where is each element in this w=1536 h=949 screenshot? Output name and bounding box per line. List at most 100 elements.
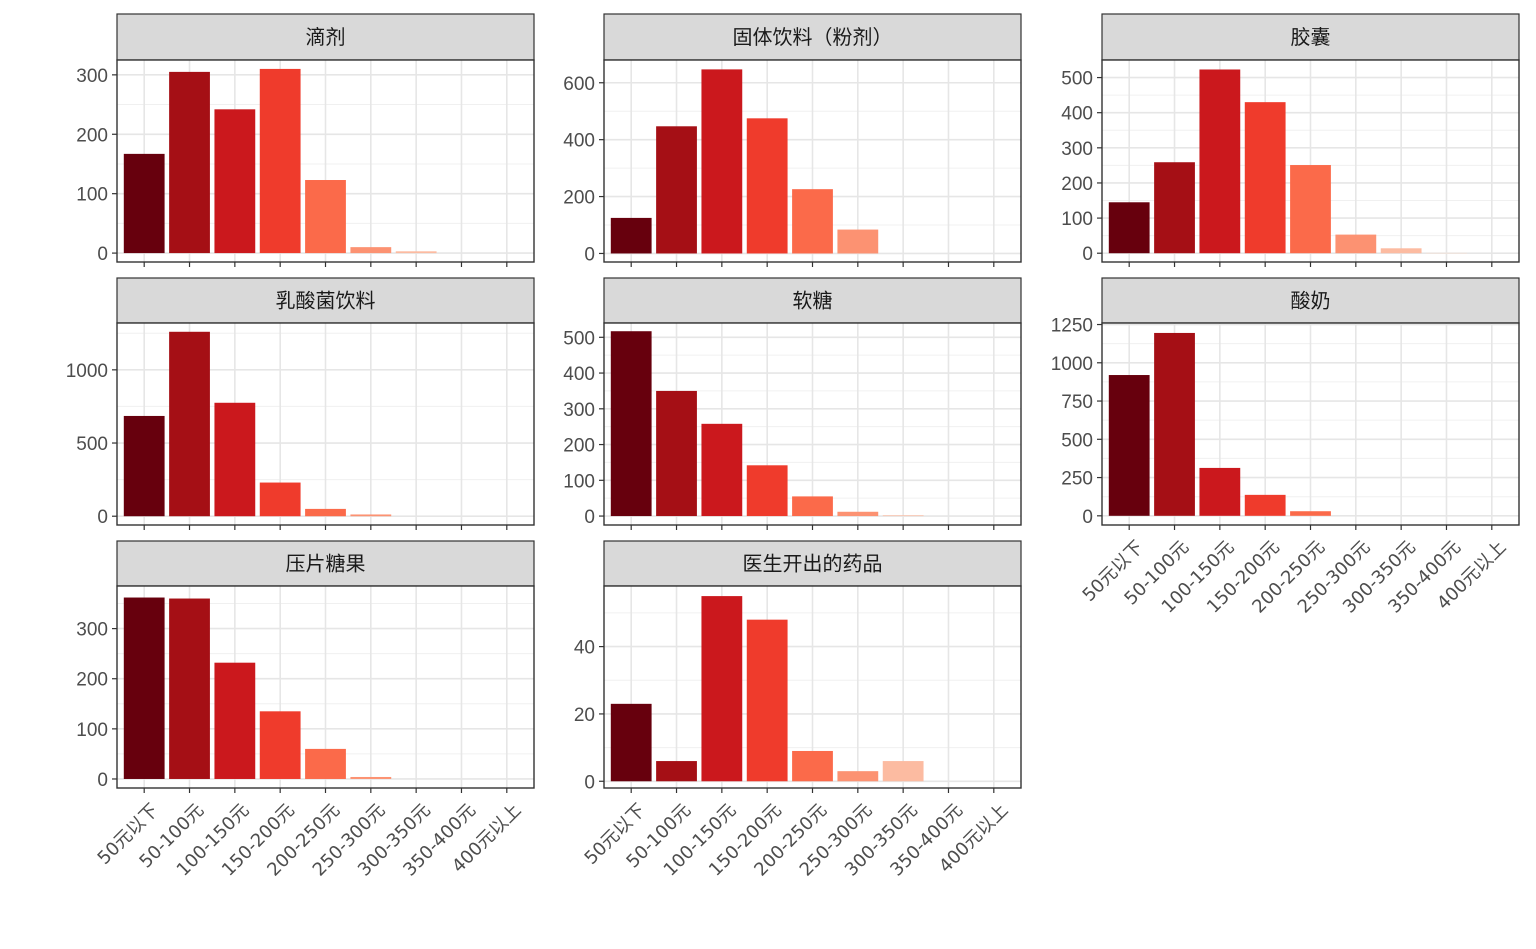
facet-6-bar-2	[1154, 332, 1195, 516]
facet-3-strip	[1101, 13, 1520, 61]
facet-3-y-tick-label: 300	[1061, 139, 1093, 160]
facet-2-bar-1	[610, 217, 652, 254]
facet-6-y-tick-label: 250	[1061, 469, 1093, 490]
facet-6-title: 酸奶	[1291, 289, 1331, 313]
facet-8-bar-4	[746, 619, 788, 782]
facet-4-y-tick-label: 1000	[66, 361, 108, 382]
facet-7-bar-1	[123, 597, 165, 779]
facet-1-bar-6	[350, 247, 392, 254]
facet-5-bar-6	[837, 511, 879, 517]
facet-8-bar-1	[610, 703, 652, 782]
facet-3-bar-5	[1290, 165, 1331, 254]
facet-5-bar-3	[701, 423, 743, 517]
facet-5-y-tick-label: 100	[563, 471, 595, 492]
facet-8-y-tick-label: 40	[574, 638, 595, 659]
facet-7-strip	[116, 540, 535, 587]
facet-1-y-tick-label: 200	[76, 125, 108, 146]
facet-5-title: 软糖	[793, 289, 833, 313]
facet-1-bar-2	[169, 71, 210, 254]
facet-1-bar-7	[395, 251, 437, 254]
facet-1-bar-4	[259, 68, 301, 254]
facet-3-y-tick-label: 0	[1082, 244, 1093, 265]
facet-5-y-tick-label: 0	[584, 507, 595, 528]
facet-7-bar-4	[259, 711, 301, 779]
facet-7: 压片糖果010020030050元以下50-100元100-150元150-20…	[76, 540, 535, 880]
facet-3: 胶囊 0 100 200 300 400 500	[1061, 13, 1520, 267]
facet-4-strip	[116, 277, 535, 324]
facet-8-bar-7	[882, 761, 924, 782]
facet-6-bar-3	[1199, 467, 1241, 516]
facet-4-bar-3	[214, 402, 256, 517]
facet-6-bar-1	[1108, 375, 1150, 516]
facet-7-bar-5	[305, 748, 346, 779]
facet-4-bar-5	[305, 508, 346, 517]
facet-8-bar-2	[656, 761, 697, 782]
facet-4-bar-4	[259, 482, 301, 517]
facet-3-bar-4	[1244, 102, 1286, 254]
facet-1: 滴剂 0 100 200 300	[76, 13, 535, 267]
facet-6-y-tick-label: 500	[1061, 430, 1093, 451]
facet-6-y-tick-label: 1250	[1051, 316, 1093, 337]
facet-4-bar-6	[350, 514, 392, 517]
facet-3-y-tick-label: 400	[1061, 104, 1093, 125]
facet-6-strip	[1101, 277, 1520, 324]
facet-5-bar-4	[746, 465, 788, 517]
facet-3-bar-7	[1380, 248, 1422, 254]
facet-4-y-tick-label: 500	[76, 434, 108, 455]
facet-7-bar-2	[169, 598, 210, 779]
facet-8-bar-5	[792, 750, 833, 782]
facet-6-bar-5	[1290, 511, 1331, 516]
facet-2-bar-4	[746, 118, 788, 254]
facet-3-bar-6	[1335, 234, 1377, 254]
facet-1-title: 滴剂	[306, 25, 346, 49]
facet-1-strip	[116, 13, 535, 61]
facet-4-bar-1	[123, 415, 165, 517]
facet-5-bar-5	[792, 496, 833, 517]
facet-2-y-tick-label: 0	[584, 244, 595, 265]
facet-5-y-tick-label: 300	[563, 400, 595, 421]
facet-8-y-tick-label: 20	[574, 705, 595, 726]
facet-2-bar-3	[701, 69, 743, 254]
facet-5: 软糖 0 100 200 300 400 500	[563, 277, 1022, 530]
facet-6-y-tick-label: 0	[1082, 507, 1093, 528]
facet-8-title: 医生开出的药品	[743, 552, 883, 576]
facet-3-y-tick-label: 100	[1061, 209, 1093, 230]
facet-5-y-tick-label: 200	[563, 436, 595, 457]
facet-7-bar-6	[350, 776, 392, 779]
facet-6: 酸奶02505007501000125050元以下50-100元100-150元…	[1051, 277, 1520, 617]
facet-5-bar-1	[610, 331, 652, 517]
facet-8-bar-6	[837, 771, 879, 782]
facet-1-bar-3	[214, 109, 256, 254]
facet-2-bar-5	[792, 189, 833, 254]
facet-3-y-tick-label: 200	[1061, 174, 1093, 195]
facet-5-bar-2	[656, 390, 697, 517]
facet-1-y-tick-label: 300	[76, 66, 108, 87]
facet-3-bar-8	[1426, 252, 1467, 254]
facet-2-y-tick-label: 600	[563, 74, 595, 95]
facet-7-y-tick-label: 100	[76, 720, 108, 741]
facet-7-title: 压片糖果	[286, 552, 366, 576]
facet-8: 医生开出的药品0204050元以下50-100元100-150元150-200元…	[574, 540, 1022, 880]
facet-1-bar-5	[305, 180, 346, 254]
facet-8-strip	[603, 540, 1022, 587]
facet-2-y-tick-label: 400	[563, 131, 595, 152]
facet-3-bar-1	[1108, 202, 1150, 254]
facet-2-bar-6	[837, 229, 879, 254]
facet-6-y-tick-label: 750	[1061, 392, 1093, 413]
facet-2: 固体饮料（粉剂） 0 200 400 600	[563, 13, 1022, 267]
facet-4-title: 乳酸菌饮料	[276, 289, 376, 313]
facet-5-y-tick-label: 400	[563, 364, 595, 385]
facet-3-bar-3	[1199, 69, 1241, 254]
facet-1-y-tick-label: 100	[76, 185, 108, 206]
facet-3-y-tick-label: 500	[1061, 69, 1093, 90]
facet-1-bar-1	[123, 153, 165, 254]
facet-3-title: 胶囊	[1291, 25, 1331, 49]
facet-4: 乳酸菌饮料 0 500 1000	[66, 277, 535, 530]
facet-7-y-tick-label: 200	[76, 670, 108, 691]
facet-7-bar-3	[214, 662, 256, 779]
facet-6-bar-4	[1244, 494, 1286, 516]
facet-8-y-tick-label: 0	[584, 772, 595, 793]
facet-4-bar-2	[169, 331, 210, 517]
facet-2-strip	[603, 13, 1022, 61]
